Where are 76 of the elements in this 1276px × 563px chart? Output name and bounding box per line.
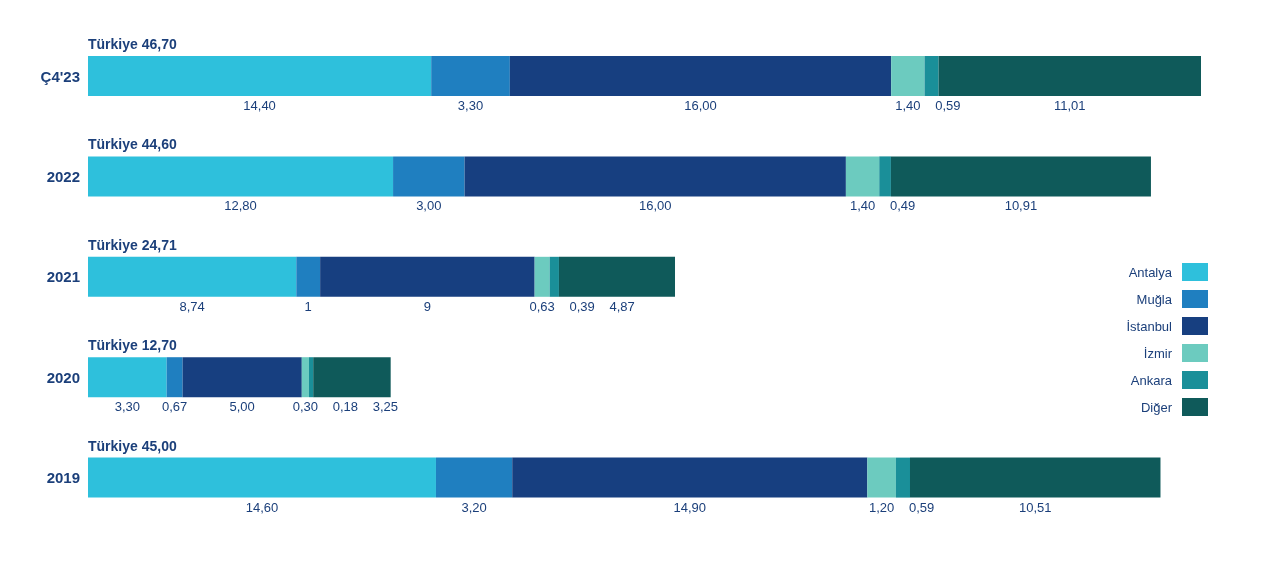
bar [431,56,510,96]
data-label: 5,00 [229,399,255,415]
data-label: 0,67 [161,399,188,415]
y-tick-label: 2022 [46,167,80,185]
data-label: 14,90 [673,499,707,515]
total-label: Türkiye 24,71 [88,236,177,253]
total-label: Türkiye 45,00 [88,437,177,454]
data-label: 14,60 [245,499,279,515]
bar [393,156,465,197]
data-label: 16,00 [684,98,717,113]
data-label: 1 [304,298,312,314]
bar [867,457,896,498]
data-label: 3,30 [457,98,484,113]
legend-label: İstanbul [1126,318,1172,334]
bar [534,256,550,297]
legend-label: Ankara [1130,372,1172,388]
data-label: 3,25 [372,399,399,415]
total-label: Türkiye 46,70 [88,36,177,52]
y-tick-label: 2021 [46,268,80,286]
data-label: 0,59 [908,499,935,515]
bar [910,457,1161,498]
data-label: 9 [423,298,431,314]
bar [88,56,432,96]
data-label: 0,63 [529,298,555,314]
data-label: 1,40 [849,198,876,214]
bar [891,56,925,96]
data-label: 0,39 [569,298,595,314]
bar [464,156,846,197]
legend-label: İzmir [1143,345,1172,361]
data-label: 0,59 [935,98,961,113]
data-label: 12,80 [224,198,257,214]
bar [88,256,297,297]
data-label: 8,74 [179,298,205,314]
data-label: 10,51 [1018,499,1052,515]
bar [88,357,167,398]
legend-label: Diğer [1140,399,1172,415]
bar [313,357,391,398]
data-label: 3,00 [416,198,442,214]
bar [296,256,321,297]
total-label: Türkiye 44,60 [88,136,177,153]
legend-label: Muğla [1136,291,1172,307]
bar [88,457,436,498]
data-label: 3,20 [461,499,487,515]
bar [895,457,910,498]
bar [509,56,892,96]
y-tick-label: 2019 [46,469,80,487]
data-label: 14,40 [243,98,276,113]
data-label: 0,18 [332,399,359,415]
legend-label: Antalya [1128,264,1172,280]
bar [879,156,891,197]
data-label: 11,01 [1054,98,1086,113]
bar [166,357,183,398]
data-label: 1,40 [895,98,921,113]
y-tick-label: Ç4'23 [40,67,80,85]
bar [435,457,513,498]
bar [924,56,939,96]
data-label: 16,00 [638,198,672,214]
bar [549,256,559,297]
bar [320,256,535,297]
data-label: 3,30 [114,399,140,415]
data-label: 0,30 [292,399,319,415]
y-tick-label: 2020 [46,368,80,386]
bar [301,357,309,398]
bar [182,357,302,398]
bar [308,357,314,398]
bar [845,156,880,197]
bar [938,56,1201,96]
data-label: 1,20 [868,499,895,515]
total-label: Türkiye 12,70 [88,337,177,354]
data-label: 0,49 [889,198,916,214]
bar [88,156,394,197]
bar [890,156,1151,197]
bar [512,457,868,498]
data-label: 4,87 [609,298,635,314]
data-label: 10,91 [1004,198,1038,214]
bar [558,256,676,297]
